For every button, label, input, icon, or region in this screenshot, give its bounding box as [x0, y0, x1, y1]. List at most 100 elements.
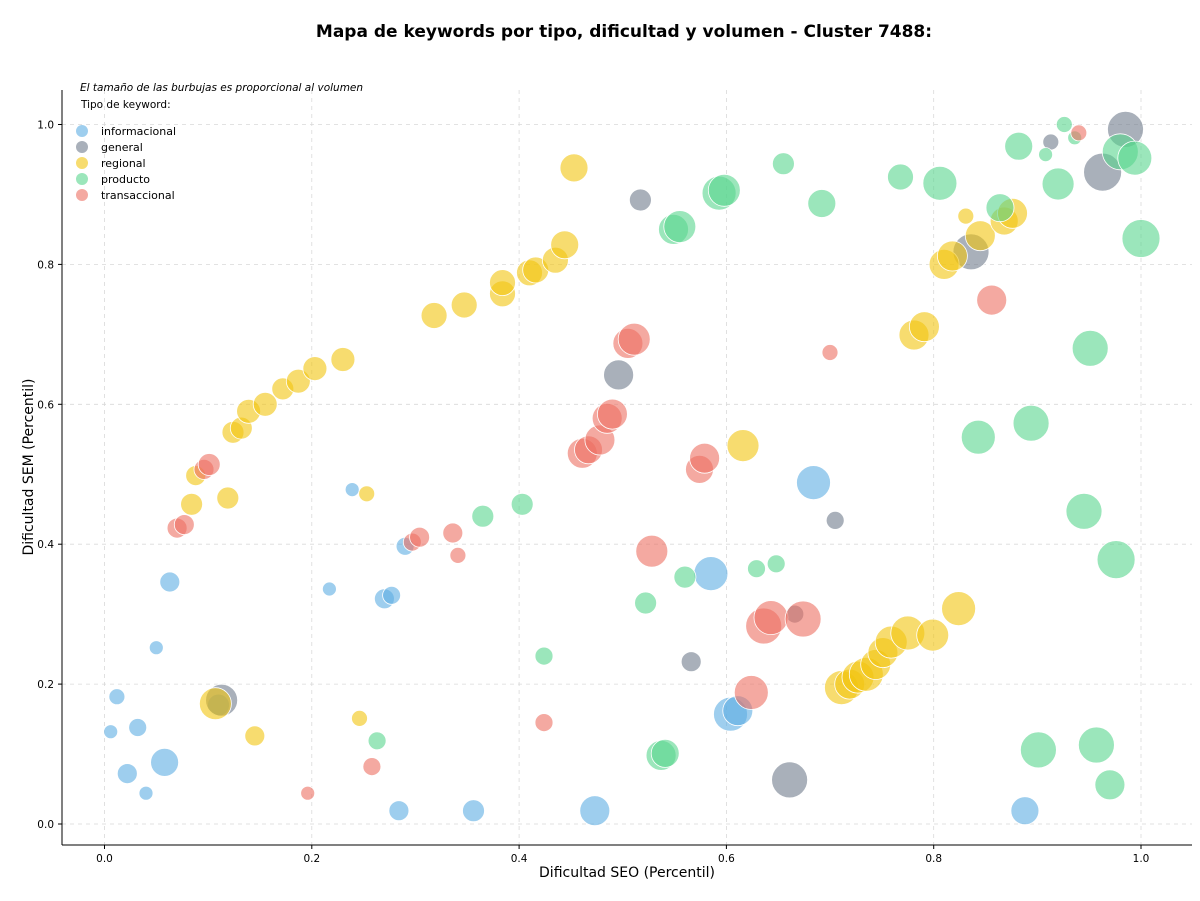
legend-marker-producto: [76, 173, 88, 185]
bubble-producto: [922, 165, 958, 201]
bubble-producto: [673, 565, 697, 589]
x-axis-ticks: 0.0 0.2 0.4 0.6 0.8 1.0: [96, 845, 1149, 865]
bubble-producto: [1071, 329, 1109, 367]
bubble-general: [680, 651, 702, 673]
bubble-regional: [244, 725, 266, 747]
x-tick-label: 0.4: [511, 853, 528, 865]
bubble-regional: [916, 618, 950, 652]
bubbles: [103, 110, 1161, 827]
bubble-transaccional: [635, 534, 669, 568]
bubble-transaccional: [449, 547, 467, 564]
bubble-general: [825, 511, 845, 530]
bubble-regional: [559, 153, 589, 183]
bubble-producto: [960, 419, 996, 455]
bubble-producto: [534, 646, 554, 666]
bubble-informacional: [796, 465, 831, 501]
x-tick-label: 0.0: [96, 853, 113, 865]
bubble-size-note: El tamaño de las burbujas es proporciona…: [80, 82, 363, 94]
legend: informacional general regional producto tran…: [76, 125, 176, 202]
legend-marker-general: [76, 141, 88, 153]
bubble-producto: [807, 189, 837, 218]
bubble-informacional: [150, 748, 180, 777]
bubble-transaccional: [197, 453, 221, 476]
legend-label-producto: producto: [101, 173, 150, 186]
grid: [62, 90, 1192, 845]
bubble-producto: [1121, 219, 1161, 258]
bubble-regional: [420, 302, 448, 329]
bubble-regional: [450, 291, 478, 319]
legend-marker-transaccional: [76, 189, 88, 201]
bubble-producto: [766, 554, 786, 574]
y-tick-label: 0.8: [37, 259, 54, 271]
legend-label-transaccional: transaccional: [101, 189, 175, 202]
bubble-transaccional: [442, 522, 464, 544]
chart-title: Mapa de keywords por tipo, dificultad y …: [316, 22, 932, 42]
bubble-transaccional: [753, 600, 789, 635]
bubble-regional: [941, 591, 976, 626]
bubble-transaccional: [300, 785, 316, 801]
bubble-producto: [367, 731, 387, 751]
bubble-regional: [358, 485, 376, 503]
bubble-regional: [909, 311, 940, 343]
y-tick-label: 0.4: [37, 539, 54, 551]
bubble-informacional: [344, 482, 360, 498]
bubble-informacional: [116, 763, 138, 784]
bubble-informacional: [388, 800, 410, 822]
bubble-transaccional: [173, 514, 195, 535]
legend-label-general: general: [101, 141, 143, 154]
bubble-transaccional: [1070, 124, 1088, 142]
bubble-general: [603, 359, 634, 391]
bubble-producto: [1096, 540, 1136, 579]
bubble-producto: [1117, 140, 1153, 176]
bubble-regional: [180, 492, 204, 516]
bubble-informacional: [148, 640, 164, 656]
bubble-regional: [957, 207, 975, 225]
y-tick-label: 1.0: [37, 120, 54, 132]
bubble-producto: [1055, 116, 1073, 133]
bubble-informacional: [382, 585, 402, 605]
bubble-transaccional: [784, 600, 822, 638]
bubble-producto: [1004, 131, 1034, 161]
bubble-informacional: [579, 795, 611, 827]
legend-title: Tipo de keyword:: [80, 99, 171, 111]
bubble-producto: [1038, 147, 1053, 163]
bubble-regional: [550, 230, 580, 260]
bubble-producto: [985, 193, 1015, 223]
bubble-informacional: [138, 785, 154, 801]
x-axis-label: Dificultad SEO (Percentil): [539, 865, 715, 881]
bubble-informacional: [693, 556, 729, 591]
bubble-producto: [1065, 492, 1103, 530]
bubble-regional: [726, 429, 760, 463]
bubble-producto: [747, 559, 766, 579]
y-tick-label: 0.2: [37, 679, 54, 691]
bubble-producto: [707, 173, 741, 207]
legend-label-regional: regional: [101, 157, 146, 170]
series-producto: [367, 116, 1161, 801]
bubble-general: [629, 188, 652, 212]
y-tick-label: 0.6: [37, 399, 54, 411]
bubble-transaccional: [362, 757, 382, 776]
bubble-informacional: [1010, 796, 1040, 826]
bubble-transaccional: [976, 284, 1008, 316]
bubble-informacional: [128, 718, 148, 737]
bubble-producto: [1094, 769, 1126, 801]
bubble-producto: [1078, 726, 1115, 764]
series-informacional: [103, 465, 1040, 827]
bubble-general: [771, 761, 808, 799]
bubble-producto: [1041, 167, 1075, 201]
bubble-producto: [1020, 731, 1057, 769]
bubble-regional: [489, 269, 516, 297]
x-tick-label: 0.8: [925, 853, 942, 865]
legend-marker-informacional: [76, 125, 88, 137]
bubble-regional: [964, 220, 996, 252]
bubble-producto: [634, 591, 657, 615]
bubble-informacional: [462, 799, 485, 823]
bubble-transaccional: [733, 675, 769, 710]
bubble-transaccional: [821, 344, 839, 361]
bubble-transaccional: [617, 322, 651, 356]
bubble-informacional: [321, 581, 337, 597]
bubble-regional: [252, 391, 278, 417]
y-axis-label: Dificultad SEM (Percentil): [21, 379, 37, 556]
legend-label-informacional: informacional: [101, 125, 176, 138]
